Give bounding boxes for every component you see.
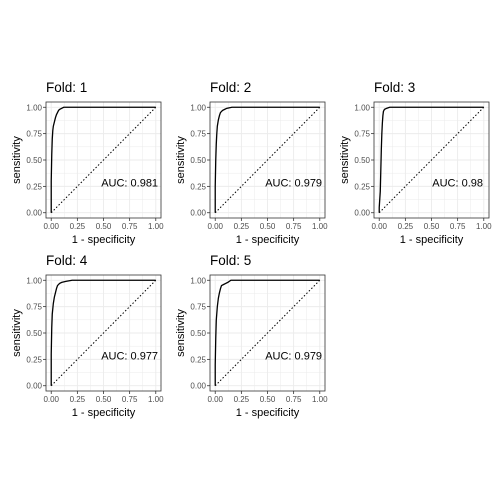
y-tick-label: 0.75 xyxy=(190,130,206,139)
x-tick-label: 0.00 xyxy=(207,222,223,231)
y-axis-title: sensitivity xyxy=(11,136,23,184)
x-tick-label: 1.00 xyxy=(312,395,328,404)
x-tick-label: 0.50 xyxy=(424,222,440,231)
x-tick-label: 0.75 xyxy=(286,395,302,404)
auc-annotation: AUC: 0.98 xyxy=(432,177,483,189)
x-tick-label: 0.75 xyxy=(286,222,302,231)
y-tick-label: 0.00 xyxy=(26,382,42,391)
x-tick-label: 0.25 xyxy=(70,222,86,231)
diagonal-reference-line xyxy=(50,106,157,214)
y-axis-title: sensitivity xyxy=(11,309,23,357)
x-axis-title: 1 - specificity xyxy=(72,407,136,419)
y-tick-label: 0.25 xyxy=(26,182,42,191)
y-tick-label: 0.25 xyxy=(190,355,206,364)
auc-annotation: AUC: 0.981 xyxy=(101,177,158,189)
y-tick-label: 0.00 xyxy=(190,382,206,391)
grid-lines xyxy=(210,275,325,391)
y-tick-label: 0.25 xyxy=(354,182,370,191)
diagonal-reference-line xyxy=(378,106,485,214)
diagonal-reference-line xyxy=(214,279,321,387)
x-axis-title: 1 - specificity xyxy=(400,234,464,246)
y-tick-label: 0.00 xyxy=(190,209,206,218)
diagonal-reference-line xyxy=(214,106,321,214)
y-axis-title: sensitivity xyxy=(339,136,351,184)
y-tick-label: 1.00 xyxy=(26,276,42,285)
x-tick-label: 0.25 xyxy=(398,222,414,231)
auc-annotation: AUC: 0.979 xyxy=(265,350,322,362)
x-tick-label: 0.75 xyxy=(122,395,138,404)
roc-curve-line xyxy=(50,279,156,386)
diagonal-reference-line xyxy=(50,279,157,387)
y-axis-title: sensitivity xyxy=(175,136,187,184)
x-tick-label: 0.75 xyxy=(450,222,466,231)
x-tick-label: 0.25 xyxy=(70,395,86,404)
x-tick-label: 1.00 xyxy=(148,222,164,231)
y-tick-label: 0.75 xyxy=(26,303,42,312)
x-tick-label: 0.00 xyxy=(43,395,59,404)
y-tick-label: 0.50 xyxy=(26,156,42,165)
x-axis-title: 1 - specificity xyxy=(236,234,300,246)
panel-title-fold-2: Fold: 2 xyxy=(210,80,251,95)
y-tick-label: 0.50 xyxy=(354,156,370,165)
x-tick-label: 1.00 xyxy=(148,395,164,404)
y-axis-title: sensitivity xyxy=(175,309,187,357)
facet-panel-fold-5: 0.00 0.25 0.50 0.75 1.00 0.00 0.25 0.50 0.75 1.00… xyxy=(175,253,328,419)
facet-panel-fold-3: 0.00 0.25 0.50 0.75 1.00 0.00 0.25 0.50 0.75 1.00… xyxy=(339,80,492,246)
x-tick-label: 0.50 xyxy=(96,395,112,404)
y-tick-label: 1.00 xyxy=(26,103,42,112)
roc-curve-line xyxy=(214,106,320,213)
y-tick-label: 1.00 xyxy=(354,103,370,112)
x-tick-label: 0.25 xyxy=(234,395,250,404)
x-tick-label: 0.50 xyxy=(260,395,276,404)
panel-title-fold-3: Fold: 3 xyxy=(374,80,415,95)
roc-curve-line xyxy=(378,106,484,213)
y-tick-label: 0.50 xyxy=(190,156,206,165)
y-tick-label: 1.00 xyxy=(190,103,206,112)
y-tick-label: 0.00 xyxy=(354,209,370,218)
y-tick-label: 0.50 xyxy=(190,329,206,338)
x-tick-label: 0.50 xyxy=(96,222,112,231)
panel-title-fold-1: Fold: 1 xyxy=(46,80,87,95)
x-tick-label: 0.50 xyxy=(260,222,276,231)
facet-panel-fold-2: 0.00 0.25 0.50 0.75 1.00 0.00 0.25 0.50 0.75 1.00… xyxy=(175,80,328,246)
roc-curve-line xyxy=(214,279,320,386)
y-tick-label: 0.00 xyxy=(26,209,42,218)
x-tick-label: 0.75 xyxy=(122,222,138,231)
y-tick-label: 1.00 xyxy=(190,276,206,285)
y-tick-label: 0.75 xyxy=(354,130,370,139)
y-tick-label: 0.25 xyxy=(190,182,206,191)
roc-curve-line xyxy=(50,106,156,213)
auc-annotation: AUC: 0.979 xyxy=(265,177,322,189)
facet-panel-fold-4: 0.00 0.25 0.50 0.75 1.00 0.00 0.25 0.50 0.75 1.00… xyxy=(11,253,164,419)
panel-title-fold-4: Fold: 4 xyxy=(46,253,88,268)
x-tick-label: 0.00 xyxy=(371,222,387,231)
x-tick-label: 1.00 xyxy=(312,222,328,231)
panel-title-fold-5: Fold: 5 xyxy=(210,253,251,268)
x-tick-label: 0.00 xyxy=(207,395,223,404)
auc-annotation: AUC: 0.977 xyxy=(101,350,158,362)
x-axis-title: 1 - specificity xyxy=(236,407,300,419)
y-tick-label: 0.25 xyxy=(26,355,42,364)
y-tick-label: 0.75 xyxy=(26,130,42,139)
x-tick-label: 0.25 xyxy=(234,222,250,231)
y-tick-label: 0.75 xyxy=(190,303,206,312)
x-axis-title: 1 - specificity xyxy=(72,234,136,246)
x-tick-label: 0.00 xyxy=(43,222,59,231)
facet-panel-fold-1: 0.00 0.25 0.50 0.75 1.00 0.00 0.25 0.50 0.75 1.00… xyxy=(11,80,164,246)
y-tick-label: 0.50 xyxy=(26,329,42,338)
x-tick-label: 1.00 xyxy=(476,222,492,231)
